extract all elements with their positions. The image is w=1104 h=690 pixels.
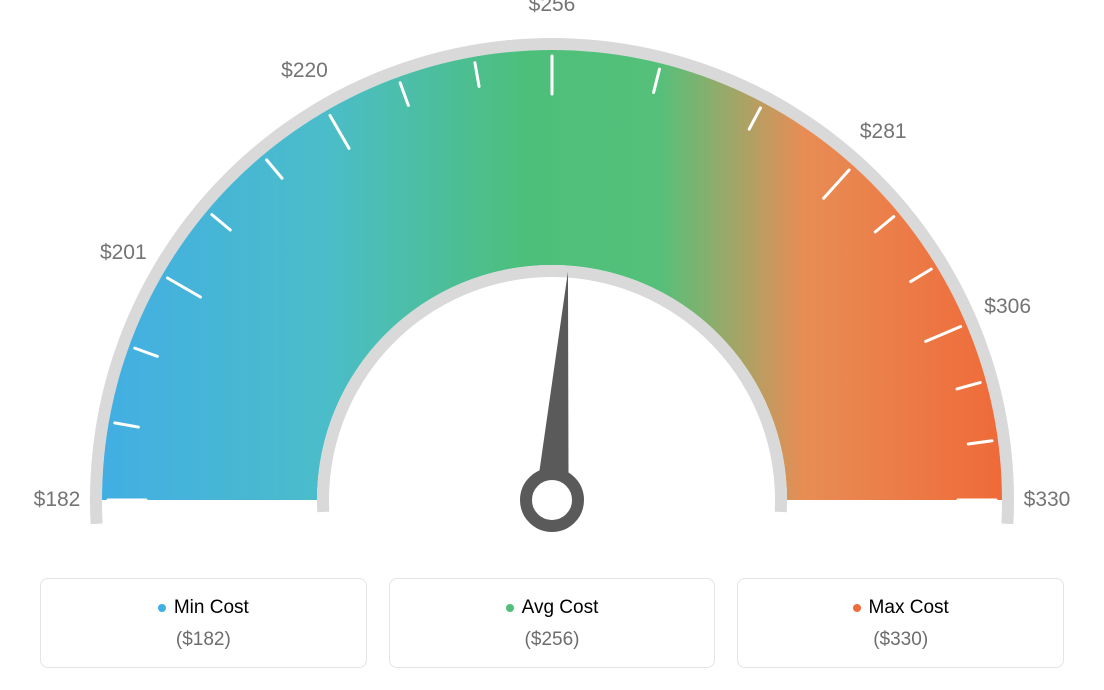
dot-icon [158, 604, 166, 612]
cost-gauge: $182 $201 $220 $256 $281 $306 $330 [0, 0, 1104, 560]
legend-value-max: ($330) [748, 629, 1053, 651]
legend-value-min: ($182) [51, 629, 356, 651]
legend-label-text: Max Cost [869, 597, 949, 619]
gauge-tick-label: $201 [100, 241, 147, 265]
dot-icon [853, 604, 861, 612]
legend-value-avg: ($256) [400, 629, 705, 651]
legend-label-max: Max Cost [853, 597, 949, 619]
legend-card-min: Min Cost ($182) [40, 578, 367, 668]
gauge-tick-label: $220 [281, 59, 328, 83]
legend-card-avg: Avg Cost ($256) [389, 578, 716, 668]
legend-label-min: Min Cost [158, 597, 249, 619]
legend-row: Min Cost ($182) Avg Cost ($256) Max Cost… [40, 578, 1064, 668]
gauge-tick-label: $256 [529, 0, 576, 17]
legend-label-avg: Avg Cost [506, 597, 599, 619]
gauge-svg [0, 0, 1104, 560]
gauge-tick-label: $281 [860, 120, 907, 144]
gauge-tick-label: $330 [1024, 488, 1071, 512]
gauge-tick-label: $306 [984, 295, 1031, 319]
legend-card-max: Max Cost ($330) [737, 578, 1064, 668]
legend-label-text: Avg Cost [522, 597, 599, 619]
legend-label-text: Min Cost [174, 597, 249, 619]
gauge-tick-label: $182 [34, 488, 81, 512]
dot-icon [506, 604, 514, 612]
